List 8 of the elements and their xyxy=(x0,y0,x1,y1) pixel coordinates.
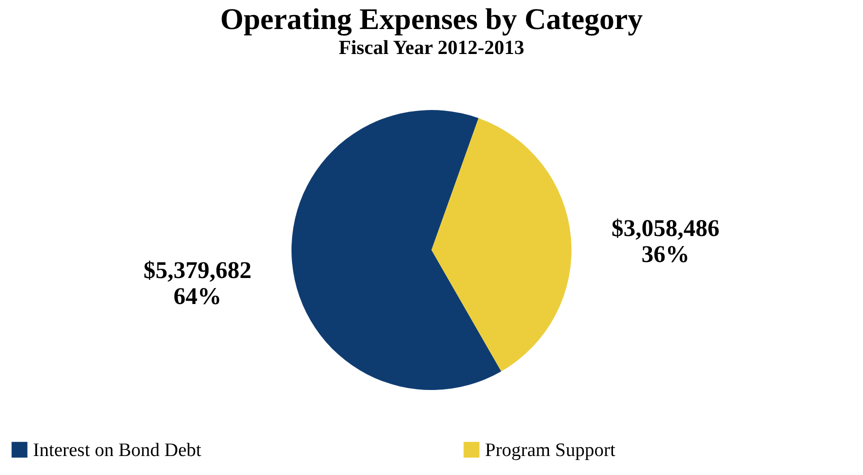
pie-slice xyxy=(432,118,572,372)
chart-subtitle: Fiscal Year 2012-2013 xyxy=(338,37,524,59)
legend-label: Interest on Bond Debt xyxy=(33,440,202,461)
pie-slice xyxy=(292,110,502,390)
data-label: $5,379,682 64% xyxy=(143,258,252,310)
legend-label: Program Support xyxy=(485,440,616,461)
chart-title: Operating Expenses by Category xyxy=(220,3,643,36)
data-label: $3,058,486 36% xyxy=(612,216,720,268)
